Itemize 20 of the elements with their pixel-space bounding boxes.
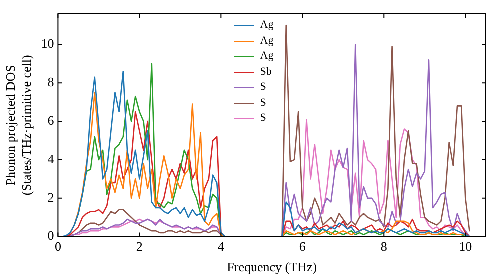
x-tick-label: 10 xyxy=(459,239,472,254)
y-axis-title: Phonon projected DOS (States/THz·primitive cell) xyxy=(3,55,34,196)
legend-label: Ag xyxy=(260,34,274,48)
x-tick-label: 6 xyxy=(299,239,306,254)
y-tick-label: 6 xyxy=(48,112,55,128)
y-tick-label: 0 xyxy=(48,228,54,244)
x-tick-label: 2 xyxy=(136,239,143,254)
legend-label: S xyxy=(260,96,266,110)
legend-label: Ag xyxy=(260,49,274,64)
y-tick-label: 10 xyxy=(41,36,54,52)
legend-label: Ag xyxy=(260,18,274,33)
y-tick-label: 2 xyxy=(48,190,54,205)
x-axis-title: Frequency (THz) xyxy=(227,260,318,275)
x-tick-label: 4 xyxy=(218,239,225,254)
legend-label: S xyxy=(260,111,266,126)
y-tick-label: 4 xyxy=(48,151,55,166)
y-tick-label: 8 xyxy=(48,74,54,90)
x-tick-label: 8 xyxy=(380,239,388,254)
legend-label: Sb xyxy=(260,64,272,80)
legend-label: S xyxy=(260,80,266,95)
